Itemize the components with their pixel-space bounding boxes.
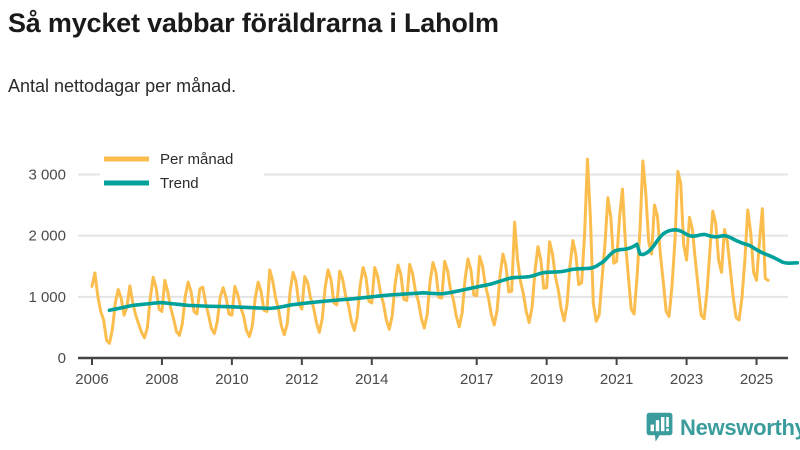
data-line-per-månad (90, 157, 770, 345)
page-title: Så mycket vabbar föräldrarna i Laholm (8, 8, 499, 38)
x-axis-tick-label: 2006 (75, 371, 108, 388)
x-axis-tick-label: 2014 (355, 371, 388, 388)
x-axis (78, 356, 788, 365)
y-axis-tick-label: 3 000 (28, 166, 66, 183)
series-monthly (90, 157, 770, 345)
legend-label: Per månad (160, 151, 233, 168)
chart-legend: Per månad Trend (104, 151, 233, 192)
y-axis-tick-label: 0 (58, 350, 66, 367)
y-axis-tick-label: 1 000 (28, 289, 66, 306)
x-axis-tick-label: 2019 (530, 371, 563, 388)
x-axis-tick-label: 2025 (740, 371, 773, 388)
x-axis-tick-label: 2023 (670, 371, 703, 388)
page-subtitle: Antal nettodagar per månad. (8, 76, 237, 96)
bar-chart-speech-bubble-icon (646, 412, 673, 442)
legend-label: Trend (160, 175, 199, 192)
x-axis-tick-label: 2012 (285, 371, 318, 388)
data-line-trend (107, 228, 800, 313)
x-axis-tick-label: 2017 (460, 371, 493, 388)
newsworthy-wordmark: Newsworthy (680, 415, 800, 440)
y-axis-tick-label: 2 000 (28, 228, 66, 245)
series-trend (107, 228, 800, 313)
x-axis-tick-label: 2008 (145, 371, 178, 388)
x-axis-tick-label: 2010 (215, 371, 248, 388)
y-axis-labels: 0 1 000 2 000 3 000 (28, 166, 66, 367)
x-axis-labels: 2006 2008 2010 2012 2014 2017 2019 2021 2023 2025 (75, 371, 773, 388)
newsworthy-logo[interactable]: Newsworthy (646, 410, 800, 446)
x-axis-tick-label: 2021 (600, 371, 633, 388)
